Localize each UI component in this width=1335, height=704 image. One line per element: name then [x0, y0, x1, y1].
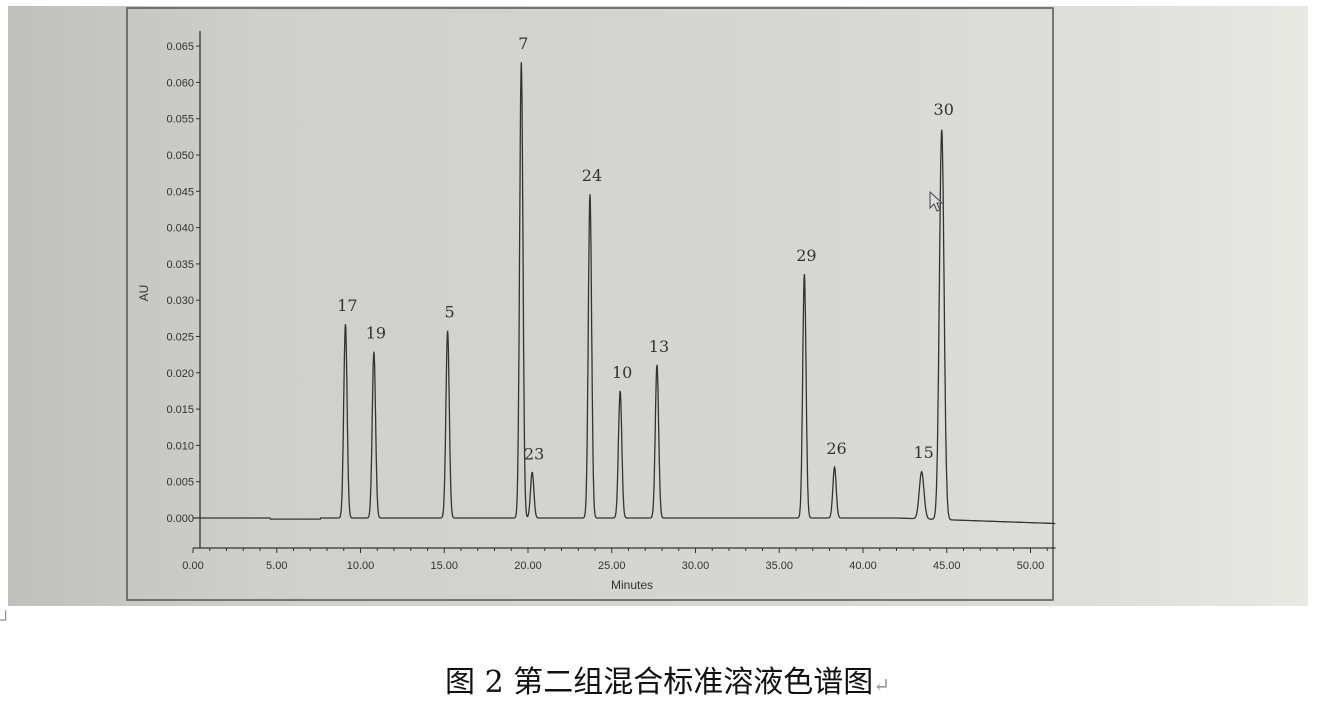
y-tick-label: 0.025 [166, 332, 194, 344]
mouse-cursor-icon [929, 190, 944, 212]
y-tick-label: 0.015 [166, 404, 194, 416]
peak-label: 10 [612, 363, 632, 382]
caption-text: 图 2 第二组混合标准溶液色谱图 [445, 665, 874, 700]
x-tick-label: 50.00 [1017, 560, 1045, 572]
y-tick-label: 0.065 [166, 41, 194, 53]
y-tick-label: 0.005 [166, 477, 194, 489]
peak-label: 17 [337, 296, 357, 315]
y-tick-label: 0.040 [166, 223, 194, 235]
x-tick-label: 25.00 [598, 560, 626, 572]
y-tick-label: 0.010 [166, 440, 194, 452]
x-tick-label: 0.00 [182, 560, 203, 572]
x-tick-label: 30.00 [682, 560, 710, 572]
x-tick-label: 40.00 [849, 560, 877, 572]
x-axis-label: Minutes [611, 578, 653, 592]
y-tick-label: 0.045 [166, 186, 194, 198]
x-tick-label: 5.00 [266, 560, 287, 572]
corner-mark: ┘ [0, 612, 12, 629]
peak-label: 30 [934, 100, 954, 119]
axes: 0.0000.0050.0100.0150.0200.0250.0300.035… [166, 30, 1056, 572]
y-tick-label: 0.060 [166, 77, 194, 89]
x-tick-label: 20.00 [514, 560, 542, 572]
y-axis-label: AU [137, 285, 151, 302]
peak-label: 29 [796, 246, 816, 265]
x-tick-label: 45.00 [933, 560, 961, 572]
y-tick-label: 0.050 [166, 150, 194, 162]
chromatogram-trace [193, 62, 1056, 525]
figure-caption: 图 2 第二组混合标准溶液色谱图↵ [0, 657, 1335, 701]
x-tick-label: 35.00 [765, 560, 793, 572]
y-tick-label: 0.035 [166, 259, 194, 271]
chart-photo-background [8, 6, 1308, 606]
x-tick-label: 15.00 [430, 560, 458, 572]
peak-label: 13 [649, 337, 669, 356]
return-mark: ↵ [873, 673, 890, 697]
peak-label: 24 [582, 166, 602, 185]
y-tick-label: 0.055 [166, 114, 194, 126]
peak-label: 26 [826, 439, 846, 458]
y-tick-label: 0.000 [166, 513, 194, 525]
peak-label: 19 [366, 324, 386, 343]
peak-label: 5 [445, 303, 455, 322]
peak-labels: 17 19 5 7 23 24 10 13 29 26 15 30 [337, 34, 954, 463]
peak-label: 23 [524, 444, 544, 463]
x-tick-label: 10.00 [347, 560, 375, 572]
peak-label: 7 [518, 34, 528, 53]
y-tick-label: 0.020 [166, 368, 194, 380]
chart-frame [126, 7, 1054, 601]
peak-label: 15 [913, 443, 933, 462]
y-tick-label: 0.030 [166, 295, 194, 307]
